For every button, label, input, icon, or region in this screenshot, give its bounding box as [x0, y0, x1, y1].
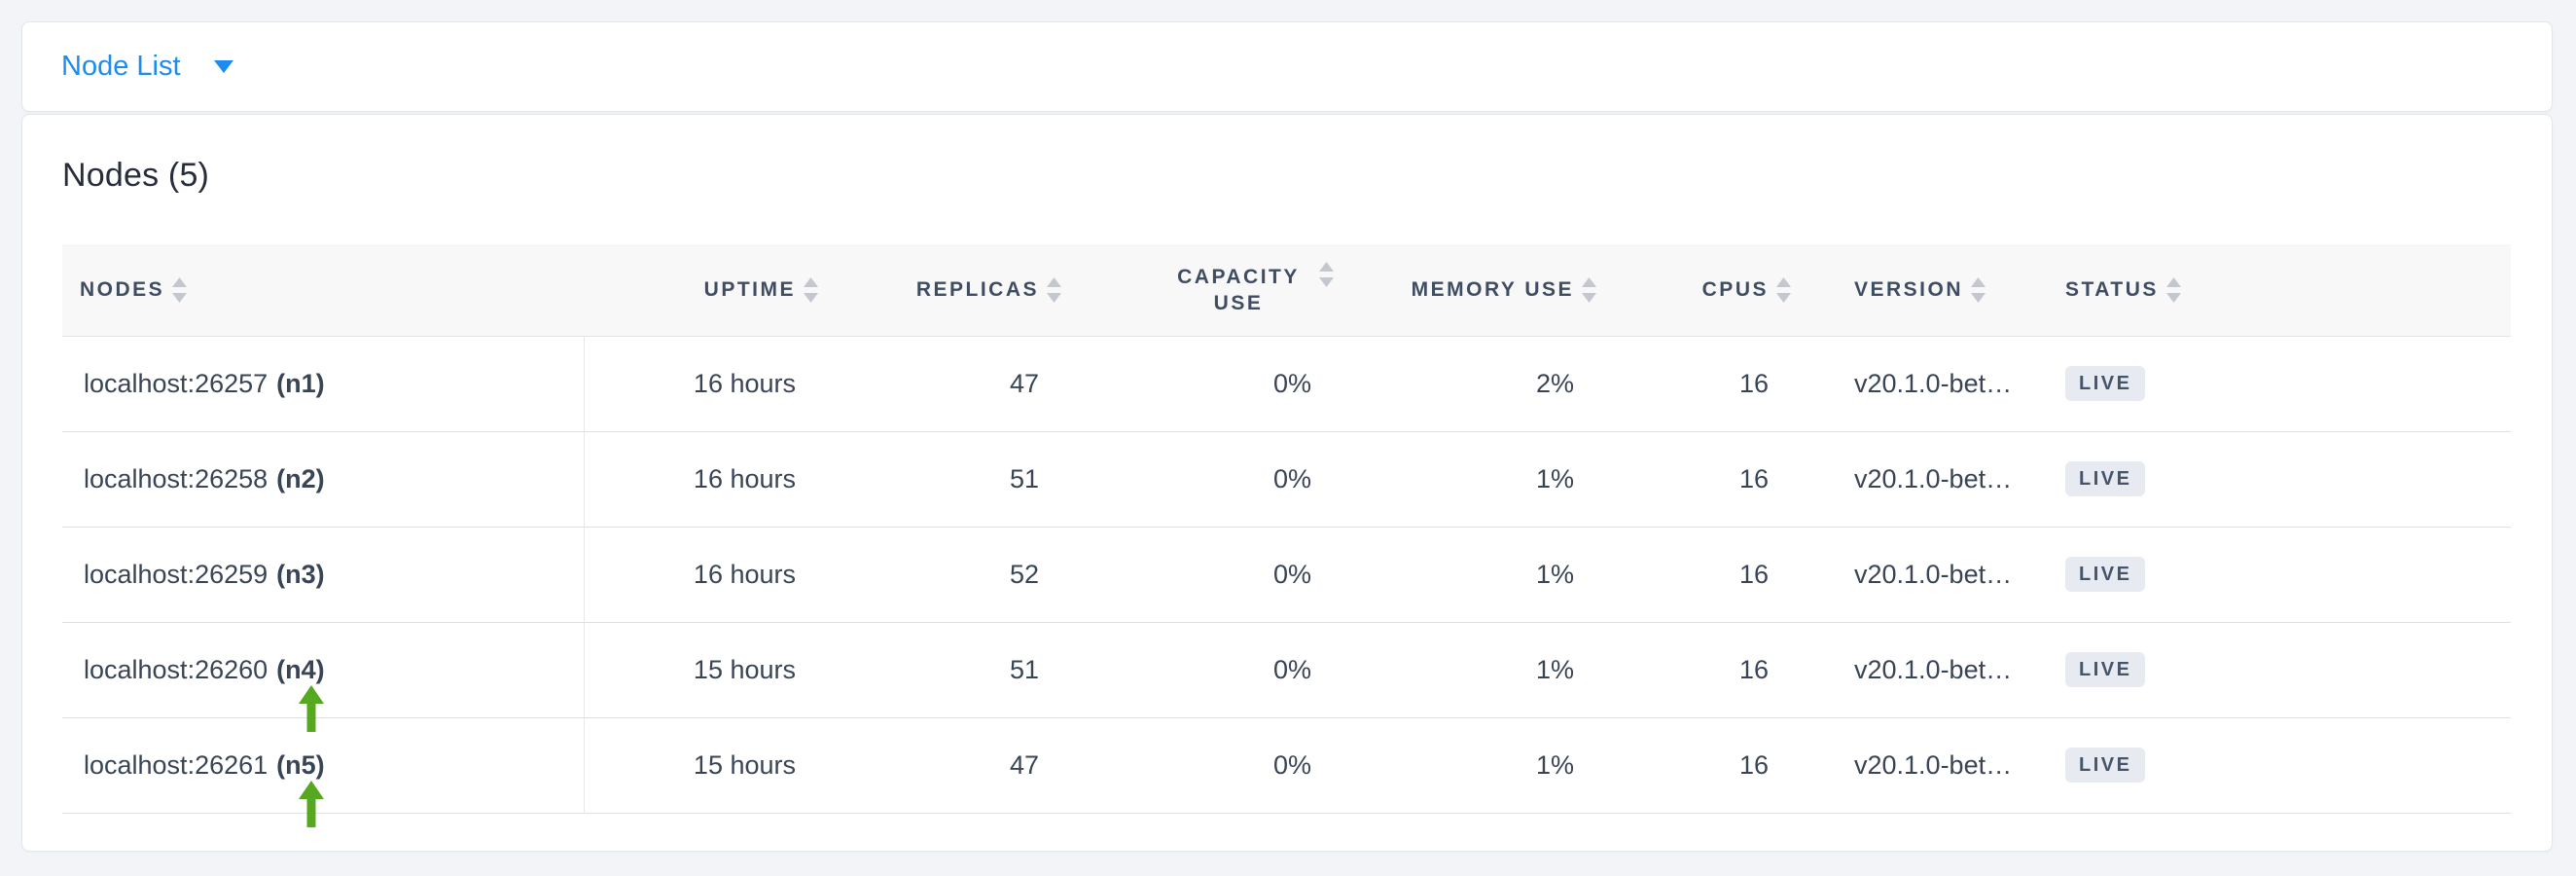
- node-id: (n2): [276, 463, 325, 493]
- replicas-cell: 52: [1009, 559, 1039, 589]
- sort-icon: [172, 276, 188, 303]
- node-address-cell[interactable]: localhost:26257 (n1): [62, 336, 585, 431]
- sort-icon: [1319, 261, 1334, 287]
- replicas-cell: 51: [1009, 654, 1039, 684]
- column-header-status[interactable]: STATUS: [2044, 244, 2511, 336]
- version-cell: v20.1.0-bet…: [1854, 559, 2013, 589]
- memory-use-cell: 1%: [1535, 654, 1574, 684]
- table-header-row: NODES UPTIME REPLICAS CAPACITY USE MEMOR…: [62, 243, 2511, 337]
- memory-use-cell: 1%: [1535, 463, 1574, 493]
- node-address: localhost:26260: [84, 654, 268, 684]
- sort-icon: [1971, 276, 1986, 303]
- memory-use-cell: 2%: [1535, 368, 1574, 398]
- node-table: NODES UPTIME REPLICAS CAPACITY USE MEMOR…: [62, 243, 2511, 827]
- status-cell: LIVE: [2044, 623, 2511, 717]
- table-row[interactable]: localhost:26260 (n4) 15 hours 51 0% 1% 1…: [62, 622, 2511, 732]
- capacity-use-cell: 0%: [1272, 749, 1311, 780]
- memory-use-cell: 1%: [1535, 749, 1574, 780]
- sort-icon: [804, 276, 818, 303]
- version-cell: v20.1.0-bet…: [1854, 368, 2013, 398]
- nodes-card: Nodes (5) NODES UPTIME REPLICAS CAPACITY…: [21, 114, 2553, 852]
- node-id: (n5): [276, 749, 325, 780]
- capacity-use-cell: 0%: [1272, 463, 1311, 493]
- status-cell: LIVE: [2044, 718, 2511, 813]
- page-title: Nodes (5): [62, 157, 210, 194]
- capacity-use-cell: 0%: [1272, 368, 1311, 398]
- replicas-cell: 51: [1009, 463, 1039, 493]
- cpus-cell: 16: [1738, 559, 1769, 589]
- cpus-cell: 16: [1738, 368, 1769, 398]
- version-cell: v20.1.0-bet…: [1854, 654, 2013, 684]
- capacity-use-cell: 0%: [1272, 559, 1311, 589]
- node-address-cell[interactable]: localhost:26258 (n2): [62, 431, 585, 527]
- status-badge: LIVE: [2065, 461, 2146, 497]
- view-selector-bar: Node List: [21, 21, 2553, 112]
- replicas-cell: 47: [1009, 749, 1039, 780]
- column-header-cpus[interactable]: CPUS: [1616, 244, 1810, 336]
- uptime-cell: 16 hours: [693, 368, 796, 398]
- sort-icon: [1582, 276, 1596, 303]
- version-cell: v20.1.0-bet…: [1854, 749, 2013, 780]
- caret-down-icon: [213, 60, 233, 73]
- memory-use-cell: 1%: [1535, 559, 1574, 589]
- table-row[interactable]: localhost:26257 (n1) 16 hours 47 0% 2% 1…: [62, 336, 2511, 432]
- column-header-uptime[interactable]: UPTIME: [585, 244, 838, 336]
- node-address-cell[interactable]: localhost:26260 (n4): [62, 622, 585, 732]
- capacity-use-cell: 0%: [1272, 654, 1311, 684]
- column-header-nodes[interactable]: NODES: [62, 244, 585, 336]
- node-address: localhost:26261: [84, 749, 268, 780]
- status-cell: LIVE: [2044, 528, 2511, 622]
- column-header-replicas[interactable]: REPLICAS: [838, 244, 1081, 336]
- status-cell: LIVE: [2044, 432, 2511, 527]
- cpus-cell: 16: [1738, 654, 1769, 684]
- node-list-dropdown[interactable]: Node List: [61, 51, 233, 83]
- table-row[interactable]: localhost:26258 (n2) 16 hours 51 0% 1% 1…: [62, 431, 2511, 528]
- status-badge: LIVE: [2065, 748, 2146, 784]
- node-address-cell[interactable]: localhost:26259 (n3): [62, 527, 585, 622]
- status-cell: LIVE: [2044, 337, 2511, 431]
- column-header-version[interactable]: VERSION: [1810, 244, 2044, 336]
- node-address: localhost:26259: [84, 559, 268, 589]
- status-badge: LIVE: [2065, 557, 2146, 593]
- node-address: localhost:26258: [84, 463, 268, 493]
- cpus-cell: 16: [1738, 463, 1769, 493]
- uptime-cell: 15 hours: [693, 749, 796, 780]
- status-badge: LIVE: [2065, 366, 2146, 402]
- node-address-cell[interactable]: localhost:26261 (n5): [62, 717, 585, 827]
- node-id: (n1): [276, 368, 325, 398]
- sort-icon: [1776, 276, 1791, 303]
- cpus-cell: 16: [1738, 749, 1769, 780]
- node-address: localhost:26257: [84, 368, 268, 398]
- node-id: (n3): [276, 559, 325, 589]
- column-header-capacity-use[interactable]: CAPACITY USE: [1081, 244, 1353, 336]
- table-row[interactable]: localhost:26261 (n5) 15 hours 47 0% 1% 1…: [62, 717, 2511, 827]
- table-row[interactable]: localhost:26259 (n3) 16 hours 52 0% 1% 1…: [62, 527, 2511, 623]
- sort-icon: [2165, 276, 2181, 303]
- replicas-cell: 47: [1009, 368, 1039, 398]
- uptime-cell: 16 hours: [693, 559, 796, 589]
- uptime-cell: 15 hours: [693, 654, 796, 684]
- version-cell: v20.1.0-bet…: [1854, 463, 2013, 493]
- sort-icon: [1047, 276, 1061, 303]
- annotation-arrow-up-icon: [299, 780, 324, 827]
- node-list-dropdown-label: Node List: [61, 51, 181, 82]
- status-badge: LIVE: [2065, 652, 2146, 688]
- node-id: (n4): [276, 654, 325, 684]
- uptime-cell: 16 hours: [693, 463, 796, 493]
- column-header-memory-use[interactable]: MEMORY USE: [1353, 244, 1616, 336]
